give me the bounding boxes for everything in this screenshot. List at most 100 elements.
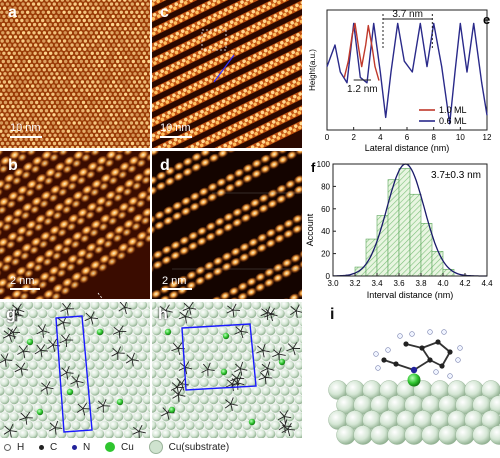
stm-molecule-b	[34, 182, 45, 192]
stm-stripe-spot-c	[211, 104, 215, 109]
substrate-atom	[152, 403, 157, 413]
stm-stripe-spot-c	[217, 29, 222, 34]
stm-spot-a	[106, 117, 111, 121]
stm-molecule-d	[226, 151, 238, 154]
stm-stripe-spot-c	[254, 83, 258, 88]
stm-spot-a	[86, 0, 91, 2]
stm-molecule-b	[99, 182, 109, 192]
stm-stripe-spot-c	[167, 9, 172, 13]
stm-spot-a	[113, 129, 117, 133]
stm-spot-a	[126, 88, 131, 92]
stm-spot-a	[127, 43, 131, 47]
molecule-bond	[179, 311, 186, 317]
stm-molecule-d	[191, 163, 202, 173]
stm-spot-a	[59, 117, 64, 121]
molecule-bond	[176, 387, 179, 395]
stm-molecule-b	[136, 199, 146, 209]
stm-stripe-spot-c	[221, 84, 225, 89]
cu-adatom-side	[407, 373, 421, 387]
stm-molecule-d	[249, 209, 261, 219]
stm-spot-a	[148, 145, 150, 148]
stm-spot-a	[5, 76, 9, 80]
stm-spot-a	[129, 129, 133, 133]
stm-stripe-spot-c	[157, 145, 162, 148]
stm-spot-a	[80, 14, 84, 19]
stm-spot-a	[125, 68, 130, 72]
stm-molecule-b	[40, 159, 50, 168]
stm-stripe-spot-c	[244, 16, 249, 21]
substrate-atom	[199, 343, 209, 353]
molecule-bond	[126, 354, 133, 360]
stm-spot-a	[126, 133, 130, 137]
stm-spot-a	[47, 113, 51, 117]
molecule-bond	[15, 363, 22, 370]
stm-spot-a	[60, 72, 64, 76]
stm-spot-a	[28, 14, 32, 19]
stm-spot-a	[104, 39, 108, 43]
molecule-bond	[65, 333, 70, 341]
stm-stripe-spot-c	[297, 110, 302, 115]
substrate-atom	[28, 412, 38, 422]
substrate-atom	[237, 360, 247, 370]
molecule-bond	[20, 362, 26, 369]
chart-e-xtick-label: 12	[483, 133, 492, 142]
stm-molecule-b	[48, 193, 59, 203]
stm-stripe-spot-c	[236, 95, 241, 100]
stm-spot-a	[73, 39, 77, 43]
stm-spot-a	[144, 27, 148, 31]
stm-stripe-spot-c	[203, 81, 207, 86]
molecule-bond	[20, 412, 27, 419]
stm-molecule-d	[278, 151, 289, 155]
stm-spot-a	[112, 72, 116, 76]
stm-stripe-spot-c	[247, 90, 251, 94]
stm-stripe-spot-c	[201, 22, 205, 27]
stm-spot-a	[66, 100, 70, 105]
stm-spot-a	[82, 92, 86, 97]
stm-spot-a	[30, 55, 34, 60]
stm-stripe-spot-c	[208, 79, 213, 83]
stm-spot-a	[89, 68, 93, 72]
stm-molecule-b	[25, 188, 35, 198]
stm-spot-a	[96, 109, 101, 113]
molecule-bond	[25, 417, 28, 425]
stm-stripe-spot-c	[233, 21, 238, 26]
stm-spot-a	[90, 51, 95, 55]
stm-spot-a	[55, 35, 59, 39]
stm-spot-a	[23, 6, 28, 10]
stm-spot-a	[78, 2, 83, 6]
substrate-atom	[118, 386, 129, 396]
side-substrate	[328, 380, 500, 445]
stm-spot-a	[129, 84, 134, 88]
stm-stripe-spot-c	[242, 59, 246, 63]
stm-spot-a	[72, 18, 76, 23]
stm-spot-a	[83, 76, 88, 80]
stm-spot-a	[63, 68, 67, 72]
substrate-atom	[80, 334, 91, 344]
stm-spot-a	[78, 10, 82, 14]
molecule-bond	[113, 326, 120, 332]
stm-spot-a	[27, 31, 31, 35]
stm-spot-a	[1, 31, 5, 35]
stm-spot-a	[93, 84, 97, 88]
stm-spot-a	[90, 14, 95, 19]
stm-molecule-d	[286, 151, 298, 160]
stm-spot-a	[131, 68, 135, 72]
substrate-atom	[71, 420, 81, 430]
stm-spot-a	[106, 14, 110, 19]
legend-n-icon	[72, 444, 78, 450]
substrate-atom	[147, 318, 150, 327]
chart-e-ylabel: Height(a.u.)	[308, 49, 317, 91]
stm-stripe-spot-c	[244, 1, 248, 6]
molecule-bond	[159, 306, 167, 312]
stm-spot-a	[29, 35, 33, 39]
stm-stripe-spot-c	[262, 19, 267, 23]
stm-stripe-spot-c	[259, 114, 263, 119]
stm-spot-a	[33, 117, 38, 121]
stm-spot-a	[65, 117, 69, 121]
substrate-atom	[190, 309, 200, 319]
stm-molecule-b	[144, 234, 150, 243]
molecule-bond	[0, 354, 6, 361]
stm-spot-a	[69, 125, 74, 129]
stm-spot-a	[127, 80, 131, 84]
stm-stripe-spot-c	[292, 113, 296, 118]
